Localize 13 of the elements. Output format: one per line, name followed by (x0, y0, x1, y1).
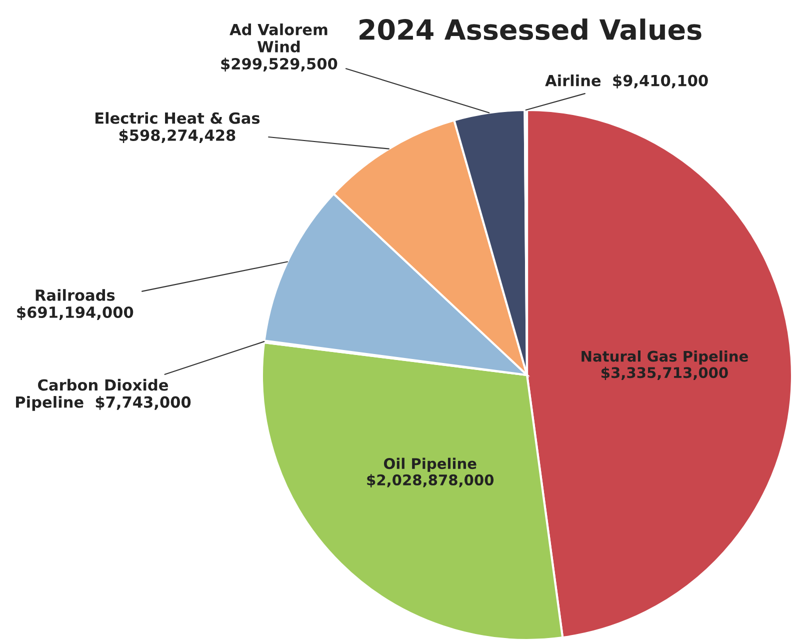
data-label: $691,194,000 (17, 306, 134, 320)
data-label: $2,028,878,000 (367, 474, 494, 488)
slice-label: Electric Heat & Gas (96, 112, 260, 124)
slice-label: Oil Pipeline (384, 458, 476, 472)
data-label: $3,335,713,000 (602, 366, 728, 380)
slice-label: Railroads (36, 289, 115, 301)
data-label: $598,274,428 (119, 129, 236, 144)
slice-label: Airline $9,410,100 (545, 74, 708, 88)
slice-label: Natural Gas Pipeline (582, 350, 748, 365)
data-label: $299,529,500 (221, 58, 338, 72)
chart-title: 2024 Assessed Values (360, 18, 702, 40)
slice-label: Ad Valorem Wind (230, 23, 328, 52)
slice-label: Carbon Dioxide Pipeline $7,743,000 (16, 378, 191, 411)
